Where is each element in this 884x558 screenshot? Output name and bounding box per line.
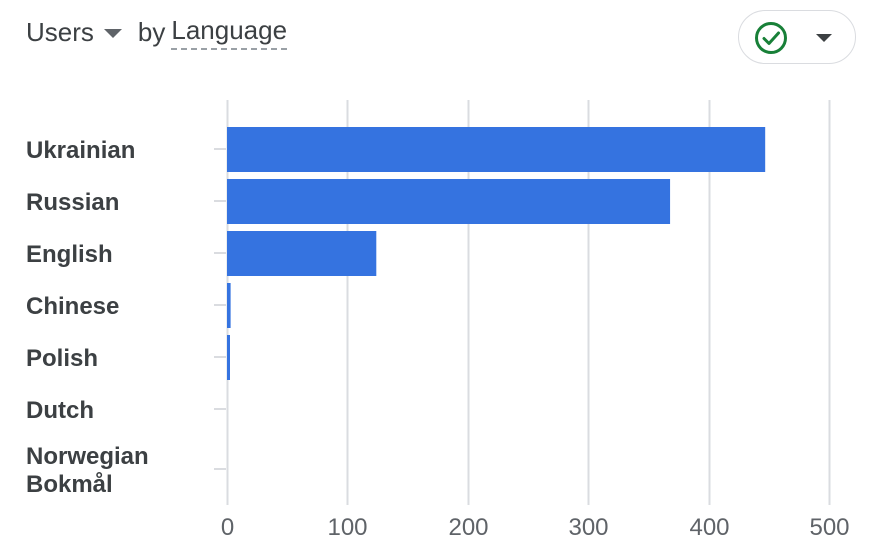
category-label-line: Norwegian: [26, 443, 149, 470]
category-label-line: Dutch: [26, 397, 94, 424]
category-label: Norwegian Bokmål: [26, 443, 149, 498]
x-tick-label: 100: [327, 514, 367, 541]
category-label-line: Ukrainian: [26, 137, 135, 164]
category-label: English: [26, 241, 113, 268]
check-circle-icon: [755, 22, 787, 54]
bar: [227, 231, 377, 276]
category-label: Chinese: [26, 293, 119, 320]
x-tick-label: 200: [448, 514, 488, 541]
bar: [227, 335, 230, 380]
category-label: Polish: [26, 345, 98, 372]
metric-label: Users: [26, 16, 94, 47]
category-label: Ukrainian: [26, 137, 135, 164]
x-tick-label: 300: [568, 514, 608, 541]
dimension-dropdown[interactable]: Language: [171, 15, 288, 50]
chevron-down-icon: [816, 34, 832, 42]
bar: [227, 179, 671, 224]
category-label: Russian: [26, 189, 119, 216]
x-tick-label: 400: [689, 514, 729, 541]
x-tick-label: 0: [221, 514, 234, 541]
status-dropdown-button[interactable]: [738, 10, 856, 64]
chart-title: Users by Language: [26, 12, 288, 52]
metric-dropdown[interactable]: Users: [26, 17, 138, 48]
bar: [227, 127, 766, 172]
category-label: Dutch: [26, 397, 94, 424]
category-label-line: Polish: [26, 345, 98, 372]
category-label-line: English: [26, 241, 113, 268]
caret-down-icon: [103, 28, 122, 38]
x-tick-label: 500: [809, 514, 849, 541]
category-label-line: Bokmål: [26, 471, 113, 498]
category-label-line: Chinese: [26, 293, 119, 320]
by-label: by: [137, 16, 166, 47]
bar: [227, 283, 231, 328]
category-label-line: Russian: [26, 189, 119, 216]
